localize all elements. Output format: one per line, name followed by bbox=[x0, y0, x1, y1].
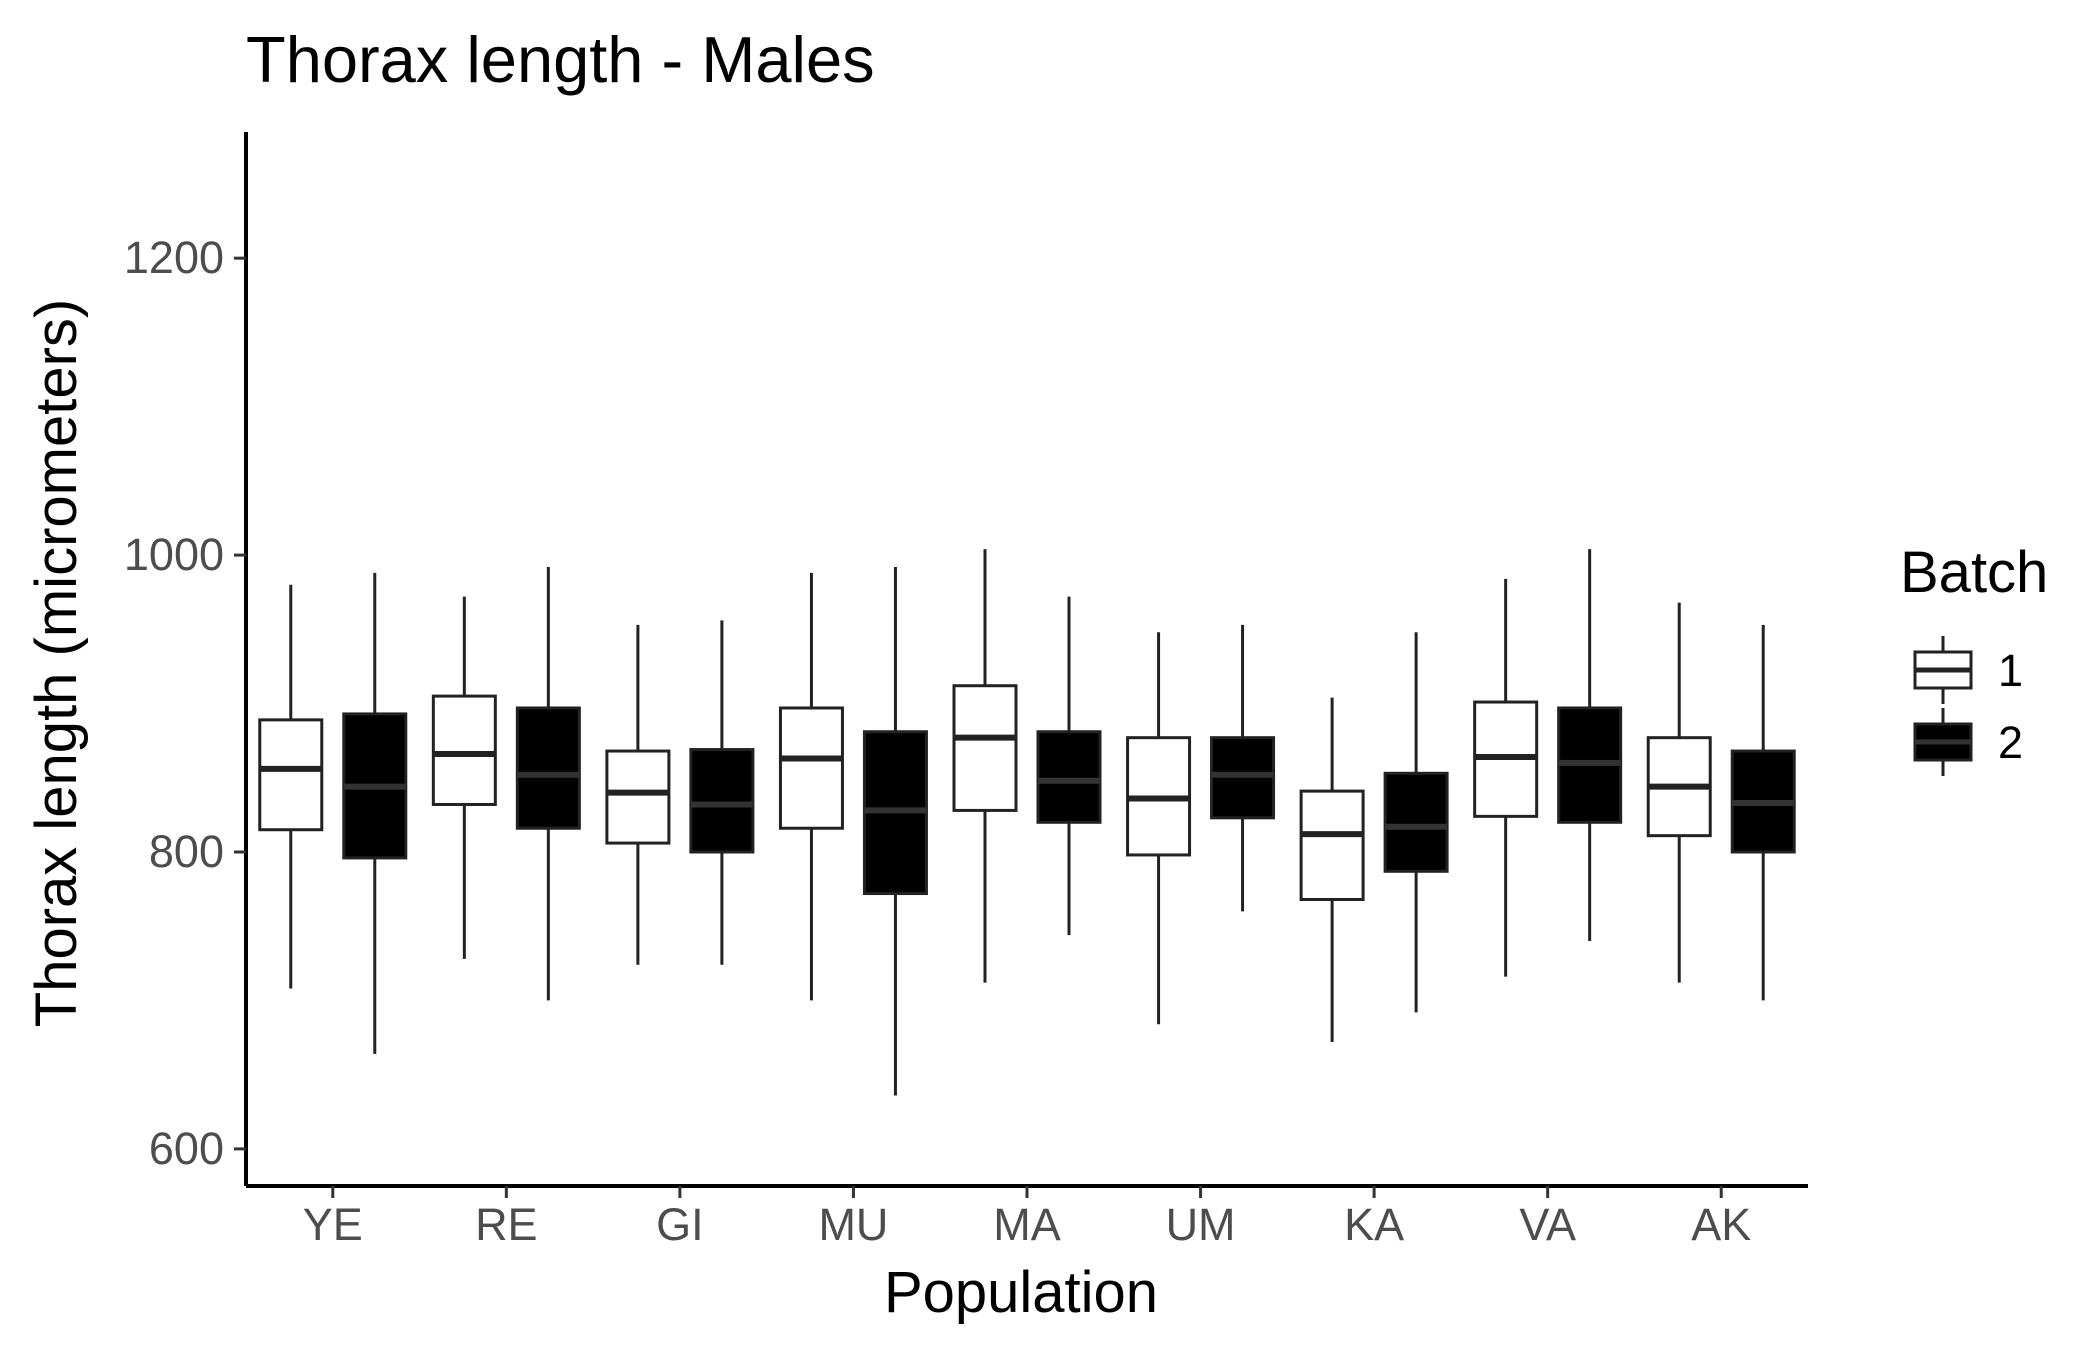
y-axis: 600 800 1000 1200 bbox=[124, 132, 248, 1186]
box-KA-batch-1 bbox=[1299, 697, 1365, 1043]
x-tick-label: RE bbox=[475, 1199, 538, 1250]
box-AK-batch-2 bbox=[1730, 624, 1796, 1001]
box-MA-batch-1 bbox=[952, 549, 1018, 983]
box-RE-batch-1 bbox=[431, 596, 497, 959]
legend: Batch 1 2 bbox=[1900, 540, 2048, 776]
box-body bbox=[778, 706, 844, 830]
box-body bbox=[1299, 789, 1365, 901]
y-tick-label: 800 bbox=[149, 826, 224, 877]
chart-title: Thorax length - Males bbox=[246, 23, 875, 96]
box-body bbox=[431, 694, 497, 806]
x-tick-label: VA bbox=[1519, 1199, 1576, 1250]
x-tick-label: MU bbox=[818, 1199, 888, 1250]
y-tick-label: 1000 bbox=[124, 529, 224, 580]
box-MU-batch-2 bbox=[862, 566, 928, 1096]
box-body bbox=[515, 706, 581, 830]
x-tick-label: MA bbox=[993, 1199, 1061, 1250]
y-tick-label: 600 bbox=[149, 1123, 224, 1174]
box-body bbox=[1036, 730, 1102, 824]
box-YE-batch-1 bbox=[258, 584, 324, 989]
x-axis: YE RE GI MU MA UM KA VA AK bbox=[246, 1184, 1808, 1250]
y-tick-label: 1200 bbox=[124, 232, 224, 283]
box-GI-batch-1 bbox=[605, 624, 671, 965]
box-body bbox=[605, 749, 671, 845]
box-VA-batch-1 bbox=[1473, 578, 1539, 977]
x-tick-label: UM bbox=[1166, 1199, 1236, 1250]
box-body bbox=[1383, 771, 1449, 873]
y-axis-title: Thorax length (micrometers) bbox=[24, 299, 89, 1027]
x-tick-label: AK bbox=[1691, 1199, 1751, 1250]
legend-key-1: 1 bbox=[1913, 636, 2023, 704]
x-tick-label: YE bbox=[303, 1199, 363, 1250]
legend-label: 2 bbox=[1998, 717, 2023, 768]
box-UM-batch-2 bbox=[1210, 624, 1276, 912]
x-tick-label: GI bbox=[656, 1199, 704, 1250]
legend-label: 1 bbox=[1998, 645, 2023, 696]
legend-key-2: 2 bbox=[1913, 708, 2023, 776]
box-VA-batch-2 bbox=[1557, 549, 1623, 942]
x-axis-title: Population bbox=[884, 1260, 1158, 1325]
box-body bbox=[952, 684, 1018, 812]
box-MU-batch-1 bbox=[778, 572, 844, 1001]
legend-title: Batch bbox=[1900, 540, 2048, 605]
box-AK-batch-1 bbox=[1646, 602, 1712, 983]
box-GI-batch-2 bbox=[689, 620, 755, 965]
box-YE-batch-2 bbox=[342, 572, 408, 1054]
box-KA-batch-2 bbox=[1383, 632, 1449, 1013]
box-MA-batch-2 bbox=[1036, 596, 1102, 936]
box-body bbox=[689, 748, 755, 854]
box-UM-batch-1 bbox=[1126, 632, 1192, 1025]
box-body bbox=[258, 718, 324, 832]
x-tick-label: KA bbox=[1344, 1199, 1404, 1250]
plot-area bbox=[258, 549, 1796, 1096]
box-RE-batch-2 bbox=[515, 566, 581, 1001]
